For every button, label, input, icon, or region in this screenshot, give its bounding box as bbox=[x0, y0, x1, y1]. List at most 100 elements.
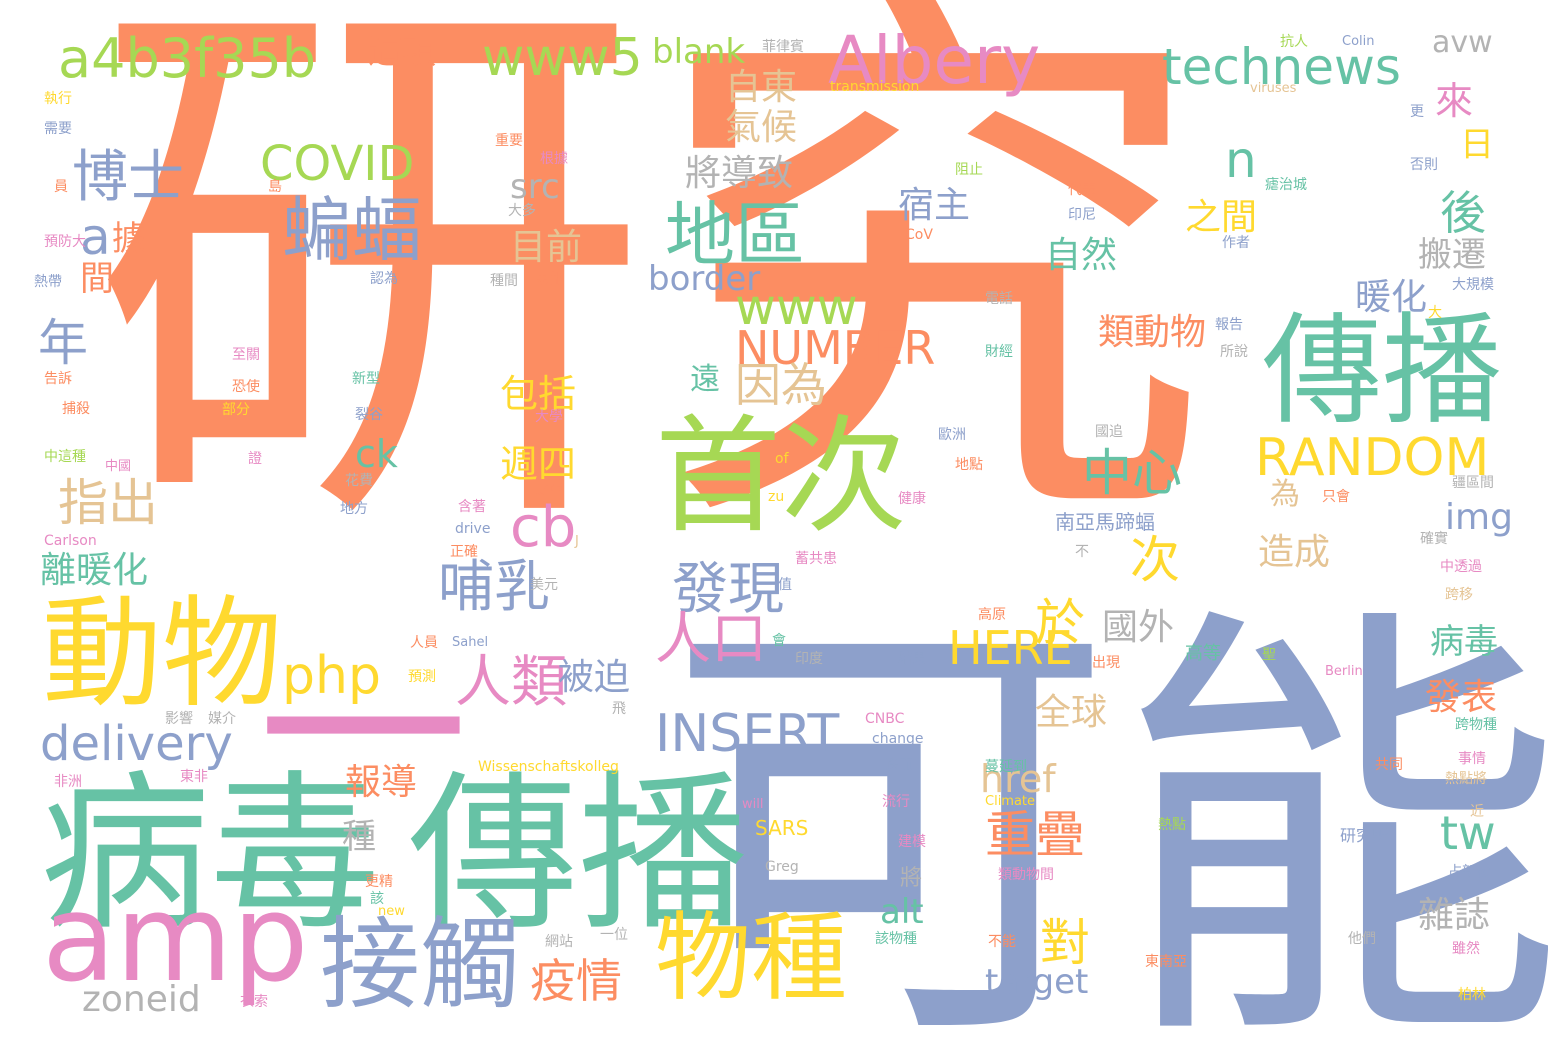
word-queshi: 確實 bbox=[1420, 531, 1448, 547]
word-zhongyao: 重要 bbox=[495, 133, 523, 149]
word-amp: amp bbox=[42, 870, 309, 1009]
word-quanqiu: 全球 bbox=[1035, 692, 1108, 733]
word-geng: 更 bbox=[1410, 104, 1424, 120]
word-chuxian: 出現 bbox=[1092, 655, 1120, 671]
word-yiwei: 一位 bbox=[600, 927, 628, 943]
word-yinni: 印尼 bbox=[1068, 207, 1096, 223]
word-baogao: 報告 bbox=[1215, 317, 1243, 333]
word-jian: 間 bbox=[80, 259, 114, 299]
word-dongwu: 動物 bbox=[42, 585, 282, 724]
word-manyandao: 蔓延到 bbox=[985, 759, 1027, 775]
word-jiangdaozhi: 將導致 bbox=[685, 153, 794, 194]
word-dongnanya: 東南亞 bbox=[1145, 954, 1187, 970]
word-href: href bbox=[980, 757, 1056, 801]
word-linuanhua: 離暖化 bbox=[40, 550, 149, 591]
word-kangren: 抗人 bbox=[1280, 34, 1308, 50]
word-zu: zu bbox=[768, 489, 785, 505]
word-zidong: 自東 bbox=[725, 67, 798, 108]
word-greg: Greg bbox=[765, 859, 799, 875]
word-nuezhicheng: 瘧治城 bbox=[1265, 177, 1307, 193]
word-hanzhe: 含著 bbox=[458, 499, 486, 515]
word-cb: cb bbox=[510, 495, 577, 560]
word-zazhi: 雜誌 bbox=[1418, 895, 1491, 936]
word-zhongtouguo: 中透過 bbox=[1440, 559, 1482, 575]
word-random: RANDOM bbox=[1255, 428, 1490, 488]
word-wissenschaftskolleg: Wissenschaftskolleg bbox=[478, 759, 619, 775]
word-liuxing: 流行 bbox=[882, 794, 910, 810]
word-muqian: 目前 bbox=[510, 227, 583, 268]
word-buru: 哺乳 bbox=[438, 555, 550, 620]
word-dianhua: 電話 bbox=[985, 291, 1013, 307]
word-bingdu-small: 病毒 bbox=[1430, 622, 1498, 662]
word-yiqing: 疫情 bbox=[530, 954, 622, 1008]
word-wei: 為 bbox=[1270, 477, 1300, 512]
word-nanyamatifu: 南亞馬蹄蝠 bbox=[1055, 510, 1155, 534]
word-kuawuzhong: 跨物種 bbox=[1455, 717, 1497, 733]
word-zhongjian: 種間 bbox=[490, 273, 518, 289]
word-climate: Climate bbox=[985, 794, 1036, 809]
word-bingdu-large: 病毒 bbox=[40, 756, 381, 954]
word-will: will bbox=[742, 797, 764, 812]
word-www: www bbox=[735, 278, 858, 336]
word-huafei: 花費 bbox=[345, 473, 373, 489]
word-change: change bbox=[872, 731, 924, 747]
word-technews: technews bbox=[1162, 38, 1401, 96]
word-busha: 捕殺 bbox=[62, 401, 90, 417]
word-jianmo: 建模 bbox=[898, 834, 926, 850]
word-avw: avw bbox=[1432, 25, 1493, 60]
word-kuayi: 跨移 bbox=[1445, 587, 1473, 603]
word-yuan: 遠 bbox=[690, 362, 720, 397]
word-blank: blank bbox=[652, 32, 746, 72]
word-daguimo: 大規模 bbox=[1452, 277, 1494, 293]
word-meijie: 媒介 bbox=[208, 711, 236, 727]
word-dui: 對 bbox=[1040, 914, 1090, 972]
word-wuzhong: 物種 bbox=[655, 902, 847, 1014]
word-zhijian: 之間 bbox=[1185, 197, 1258, 238]
word-ju: 據 bbox=[112, 219, 146, 259]
word-sheng: 聖 bbox=[1262, 647, 1276, 663]
word-renlei: 人類 bbox=[455, 650, 567, 715]
word-daduo: 大多 bbox=[508, 203, 536, 219]
word-zhihui: 只會 bbox=[1322, 489, 1350, 505]
word-zheng: 證 bbox=[248, 451, 262, 467]
word-jieguo: 結果 bbox=[898, 651, 926, 667]
word-renkou: 人口 bbox=[655, 607, 767, 672]
word-zuzhi: 阻止 bbox=[955, 162, 983, 178]
word-guozhui: 國追 bbox=[1095, 424, 1123, 440]
word-hou: 後 bbox=[1440, 186, 1486, 240]
word-new: new bbox=[378, 904, 405, 919]
word-xugonghuan: 蓄共患 bbox=[795, 551, 837, 567]
word-drive: drive bbox=[455, 521, 491, 537]
word-tamen: 他們 bbox=[1348, 931, 1376, 947]
word-biya: 比亞 bbox=[535, 482, 563, 498]
word-colin: Colin bbox=[1342, 34, 1375, 49]
word-jiechu: 接觸 bbox=[320, 906, 520, 1023]
word-yisuo: 衣索 bbox=[240, 994, 268, 1010]
word-fabiao: 發表 bbox=[1425, 677, 1498, 718]
word-gai: 該 bbox=[370, 891, 384, 907]
word-ci: 次 bbox=[1130, 531, 1180, 589]
word-bianfu: 蝙蝠 bbox=[282, 189, 422, 271]
word-zuozhe: 作者 bbox=[1222, 235, 1250, 251]
word-cnbc: CNBC bbox=[865, 711, 905, 727]
word-lai: 來 bbox=[1435, 79, 1474, 123]
word-redai: 熱帶 bbox=[34, 274, 62, 290]
word-zhi: 值 bbox=[778, 577, 792, 593]
word-bolin: 柏林 bbox=[1458, 987, 1486, 1003]
word-yi: 一 bbox=[258, 612, 469, 857]
word-carlson: Carlson bbox=[44, 533, 97, 549]
word-keneng: 可能 bbox=[665, 573, 1548, 1052]
word-gengjing: 更精 bbox=[365, 874, 393, 890]
word-sahel: Sahel bbox=[452, 635, 489, 650]
word-a: a bbox=[80, 208, 111, 266]
word-php: php bbox=[282, 646, 381, 706]
word-ziran: 自然 bbox=[1045, 235, 1118, 276]
word-yufangda: 預防大 bbox=[44, 234, 86, 250]
word-yu: 於 bbox=[1035, 594, 1085, 652]
word-boshi: 博士 bbox=[72, 145, 184, 210]
word-alt: alt bbox=[880, 892, 924, 932]
word-dongbu: 東部 bbox=[535, 271, 563, 287]
word-gaiwuzhong: 該物種 bbox=[875, 931, 917, 947]
word-berlin: Berlin bbox=[1325, 664, 1363, 679]
